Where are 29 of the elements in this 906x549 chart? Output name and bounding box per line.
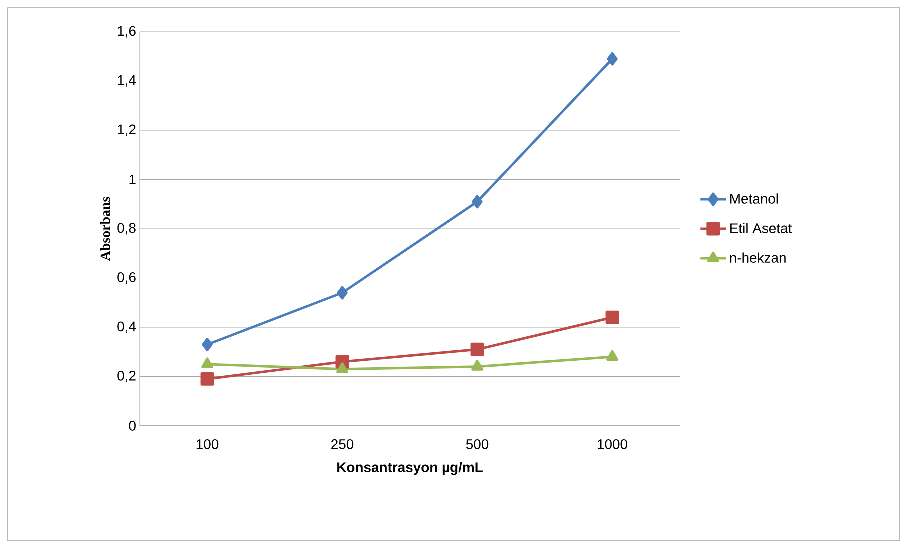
y-tick-label: 0,4: [118, 322, 136, 334]
x-tick-label: 250: [332, 439, 354, 450]
legend-label: Metanol: [730, 194, 778, 204]
point: [472, 360, 484, 371]
x-axis-title: Konsantrasyon µg/mL: [338, 462, 483, 476]
x-tick-label: 500: [466, 439, 489, 450]
point: [336, 362, 348, 374]
point: [606, 350, 618, 362]
y-tick-label: 0,2: [118, 370, 136, 383]
x-tick-label: 1000: [598, 439, 628, 450]
y-tick-label: 1,2: [118, 124, 136, 136]
legend-label: n-hekzan: [730, 252, 786, 263]
point: [202, 358, 214, 368]
y-tick-label: 0,8: [118, 223, 136, 235]
legend-label: Etil Asetat: [730, 223, 792, 234]
y-axis-title: Absorbans: [100, 197, 110, 262]
point: [200, 372, 214, 386]
y-tick-label: 1: [130, 174, 136, 185]
y-tick-label: 1,4: [118, 76, 136, 87]
point: [202, 338, 213, 352]
x-tick-label: 100: [196, 439, 219, 450]
point: [607, 52, 618, 66]
point: [472, 195, 483, 209]
y-tick-label: 0: [129, 421, 136, 431]
point: [606, 310, 620, 324]
point: [337, 286, 348, 300]
point: [470, 342, 484, 356]
y-tick-label: 1,6: [118, 26, 136, 38]
y-tick-label: 0,6: [118, 272, 136, 284]
